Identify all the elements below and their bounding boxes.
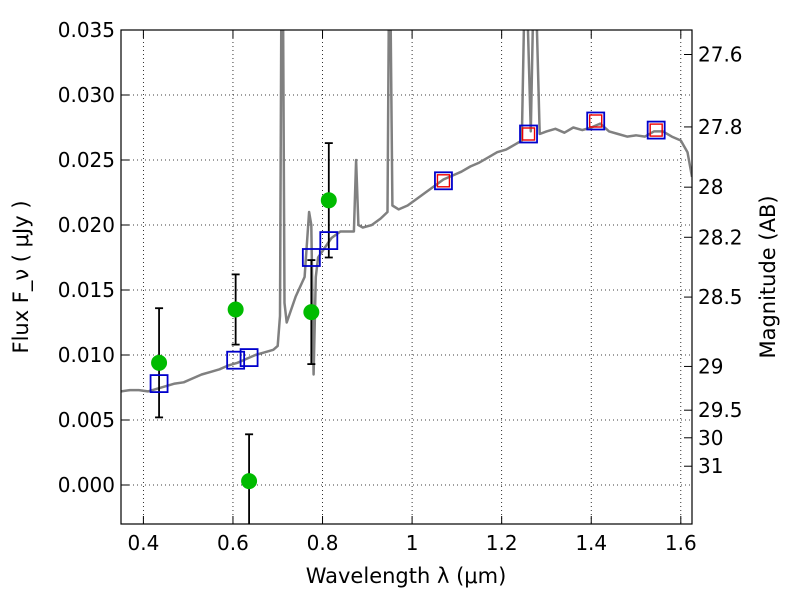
model-box — [239, 348, 259, 368]
model-box-inner — [436, 174, 451, 188]
y2-tick-label: 27.6 — [698, 43, 743, 67]
plot-area — [121, 30, 692, 524]
model-box-inner — [589, 114, 603, 128]
y2-tick-label: 29.5 — [698, 398, 743, 422]
y-tick-label: 0.030 — [58, 83, 115, 107]
y2-tick-label: 28.2 — [698, 225, 743, 249]
y-axis-label: Flux F_ν ( μJy ) — [9, 200, 34, 353]
grid-lines — [121, 29, 692, 524]
y-tick-label: 0.005 — [58, 408, 115, 432]
model-box-inner — [521, 127, 536, 141]
photometry-point — [303, 304, 320, 321]
photometry-point — [241, 473, 258, 490]
axis-ticks: 0.4 0.6 0.8 1 1.2 1.4 1.6 0.000 0.005 0.010 0.015 0… — [58, 18, 743, 555]
model-box — [319, 231, 339, 251]
y2-tick-label: 29 — [698, 354, 723, 378]
spectrum-line — [121, 30, 692, 393]
y2-tick-label: 28 — [698, 175, 723, 199]
model-box — [226, 350, 246, 370]
y2-tick-label: 31 — [698, 454, 723, 478]
y-tick-label: 0.010 — [58, 343, 115, 367]
x-tick-label: 1.4 — [575, 531, 607, 555]
y2-tick-label: 27.8 — [698, 115, 743, 139]
photometry-point — [320, 192, 337, 209]
x-axis-label: Wavelength λ (μm) — [306, 564, 507, 588]
x-tick-label: 0.4 — [127, 531, 159, 555]
model-box — [301, 248, 321, 267]
y2-tick-label: 28.5 — [698, 285, 743, 309]
model-box-inner — [649, 123, 663, 137]
plot-frame — [120, 29, 693, 525]
y-tick-label: 0.000 — [58, 473, 115, 497]
clipped-series — [121, 30, 692, 524]
y-tick-label: 0.020 — [58, 213, 115, 237]
x-tick-label: 1.2 — [486, 531, 518, 555]
x-tick-label: 1 — [406, 531, 419, 555]
x-tick-label: 0.6 — [217, 531, 249, 555]
model-box — [586, 111, 606, 131]
y-tick-label: 0.015 — [58, 278, 115, 302]
model-box — [149, 374, 169, 394]
photometry-point — [227, 301, 244, 318]
model-box — [434, 171, 453, 191]
y-tick-label: 0.035 — [58, 18, 115, 42]
x-tick-label: 1.6 — [665, 531, 697, 555]
model-box — [519, 124, 538, 144]
y2-tick-label: 30 — [698, 426, 723, 450]
photometry-point — [151, 354, 168, 371]
model-box — [646, 120, 666, 140]
y2-axis-label: Magnitude (AB) — [756, 195, 780, 358]
y-tick-label: 0.025 — [58, 148, 115, 172]
x-tick-label: 0.8 — [307, 531, 339, 555]
